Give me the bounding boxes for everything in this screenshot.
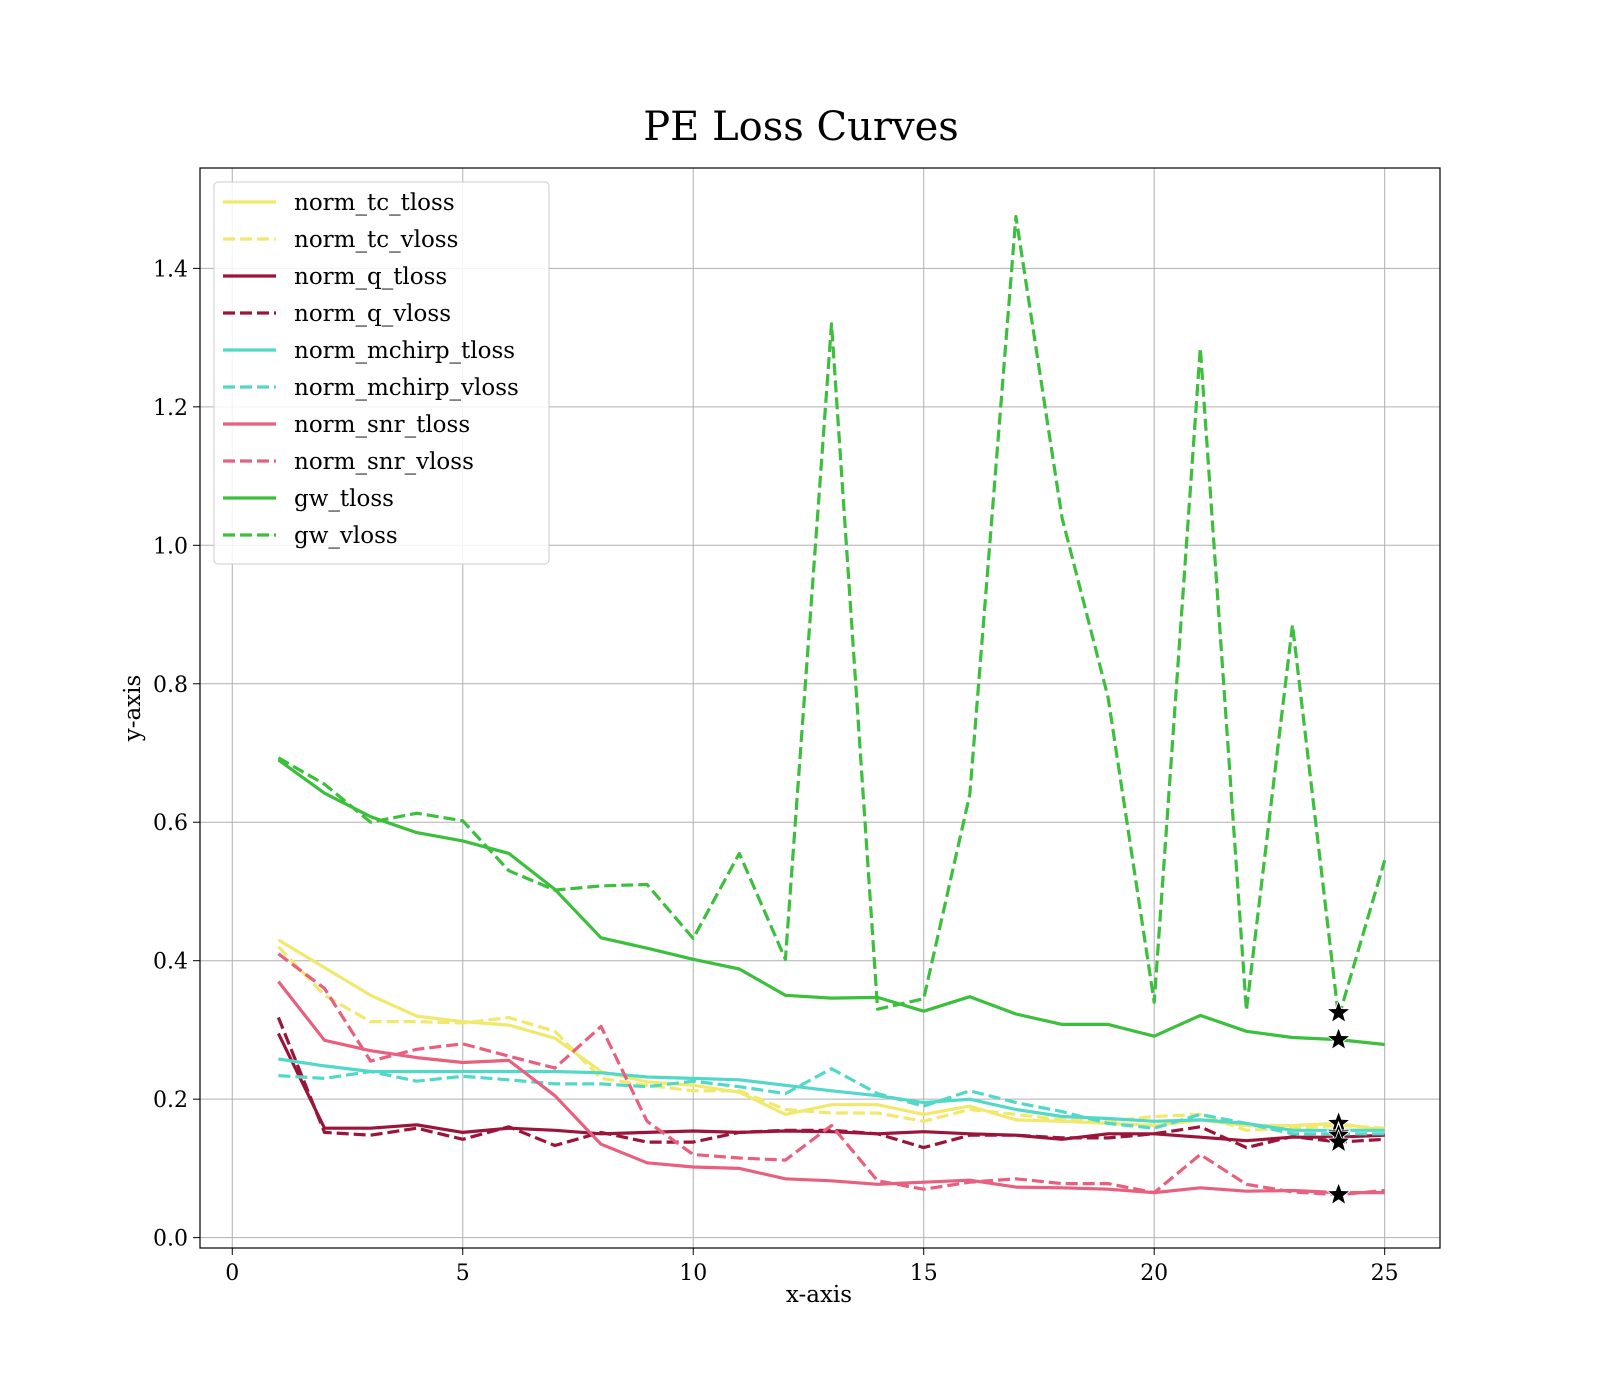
legend-label-norm_snr_tloss: norm_snr_tloss [294, 412, 470, 438]
y-tick-label: 1.0 [153, 534, 188, 559]
series-line-norm_mchirp_tloss [278, 1057, 1385, 1132]
best-marker-star [1326, 999, 1352, 1024]
x-tick-label: 0 [225, 1261, 239, 1286]
x-tick-label: 10 [679, 1261, 707, 1286]
y-tick-label: 0.2 [153, 1088, 188, 1113]
legend-label-gw_vloss: gw_vloss [294, 523, 398, 549]
best-marker-star [1326, 1128, 1352, 1153]
series-line-norm_q_tloss [276, 1032, 1385, 1143]
x-tick-label: 20 [1140, 1261, 1168, 1286]
x-tick-label: 5 [456, 1261, 470, 1286]
series-line-norm_snr_tloss [277, 980, 1385, 1195]
legend-label-norm_tc_tloss: norm_tc_tloss [294, 190, 455, 216]
series-line-norm_tc_tloss [277, 938, 1385, 1132]
series-line-norm_mchirp_vloss [278, 1067, 1385, 1136]
plot-series [276, 214, 1387, 1197]
x-axis-label: x-axis [786, 1282, 852, 1308]
legend-label-gw_tloss: gw_tloss [294, 486, 394, 512]
series-line-gw_tloss [277, 758, 1385, 1047]
y-axis-label: y-axis [120, 675, 146, 743]
x-tick-label: 15 [910, 1261, 938, 1286]
legend-label-norm_tc_vloss: norm_tc_vloss [294, 227, 458, 253]
y-tick-label: 0.4 [153, 950, 188, 975]
x-tick-label: 25 [1371, 1261, 1399, 1286]
chart-title: PE Loss Curves [643, 104, 959, 150]
y-tick-label: 1.4 [153, 257, 188, 282]
legend-box [213, 181, 550, 565]
best-marker-star [1326, 1026, 1352, 1051]
best-markers [1326, 999, 1352, 1206]
y-tick-label: 0.8 [153, 673, 188, 698]
legend: norm_tc_tloss norm_tc_vloss norm_q_tlossno… [213, 181, 550, 565]
series-line-norm_snr_vloss [277, 952, 1385, 1197]
series-line-gw_vloss [277, 214, 1387, 1020]
legend-label-norm_mchirp_vloss: norm_mchirp_vloss [294, 375, 519, 401]
plot-frame [199, 167, 1441, 1249]
series-line-norm_tc_vloss [277, 945, 1385, 1132]
y-tick-label: 0.6 [153, 811, 188, 836]
legend-label-norm_mchirp_tloss: norm_mchirp_tloss [294, 338, 515, 364]
series-line-norm_q_vloss [276, 1016, 1385, 1150]
legend-label-norm_q_tloss: norm_q_tloss [294, 264, 447, 290]
best-marker-star [1326, 1181, 1352, 1206]
legend-label-norm_snr_vloss: norm_snr_vloss [294, 449, 474, 475]
y-tick-label: 0.0 [153, 1227, 188, 1252]
legend-label-norm_q_vloss: norm_q_vloss [294, 301, 451, 327]
y-tick-label: 1.2 [153, 396, 188, 421]
axis-ticks: 0 5 10 15 20 25 0.0 0.2 0.4 0.6 0.8 1.0 1.2 1.4 [153, 257, 1399, 1286]
